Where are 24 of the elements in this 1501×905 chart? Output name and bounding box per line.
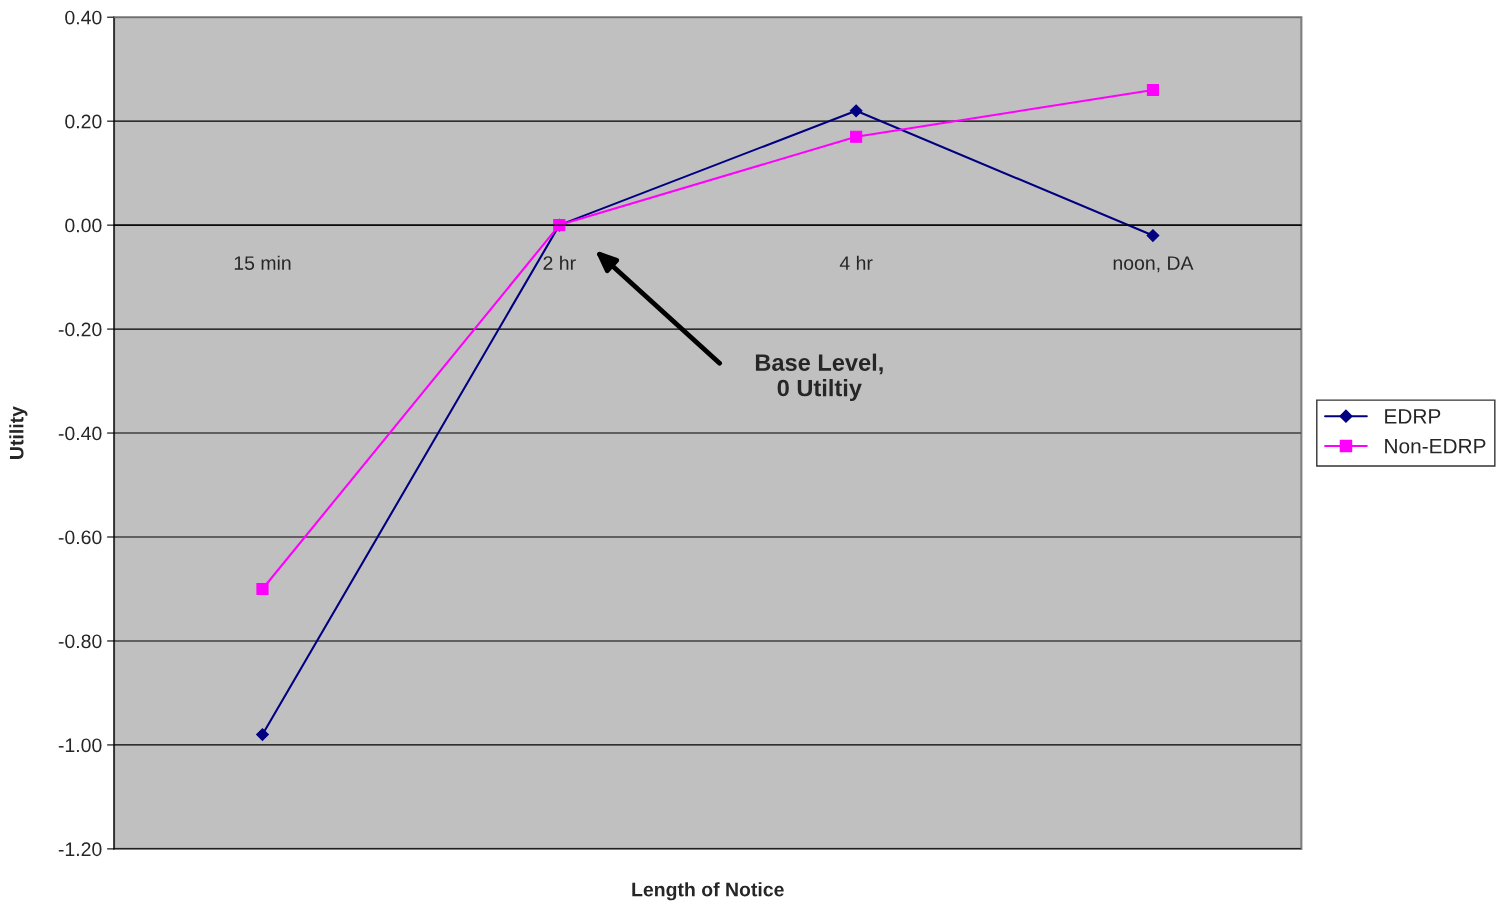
y-tick-label: -0.40 <box>58 426 102 441</box>
point <box>1146 229 1160 242</box>
point <box>256 728 269 741</box>
x-axis-title: Length of Notice <box>632 882 784 901</box>
y-tick-label: -0.20 <box>58 322 102 337</box>
point <box>850 130 863 143</box>
x-tick-label: 2 hr <box>543 255 576 270</box>
legend-label: Non-EDRP <box>1385 439 1486 454</box>
y-tick-label: 0.00 <box>65 218 102 233</box>
y-axis-title: Utility <box>9 406 28 459</box>
x-tick-label: noon, DA <box>1113 256 1194 273</box>
y-tick-label: 0.40 <box>65 10 102 25</box>
y-tick-label: -1.20 <box>58 842 102 857</box>
point <box>1146 83 1160 97</box>
y-tick-label: -1.00 <box>58 738 102 753</box>
x-tick-label: 15 min <box>234 255 291 270</box>
annotation: Base Level, 0 Utiltiy <box>755 353 883 402</box>
y-tick-label: -0.80 <box>58 634 102 649</box>
point <box>849 104 863 118</box>
point <box>256 582 269 596</box>
y-tick-label: 0.20 <box>65 114 102 129</box>
x-tick-label: 4 hr <box>839 255 873 270</box>
y-tick-label: -0.60 <box>58 530 102 545</box>
legend-label: EDRP <box>1385 409 1441 424</box>
